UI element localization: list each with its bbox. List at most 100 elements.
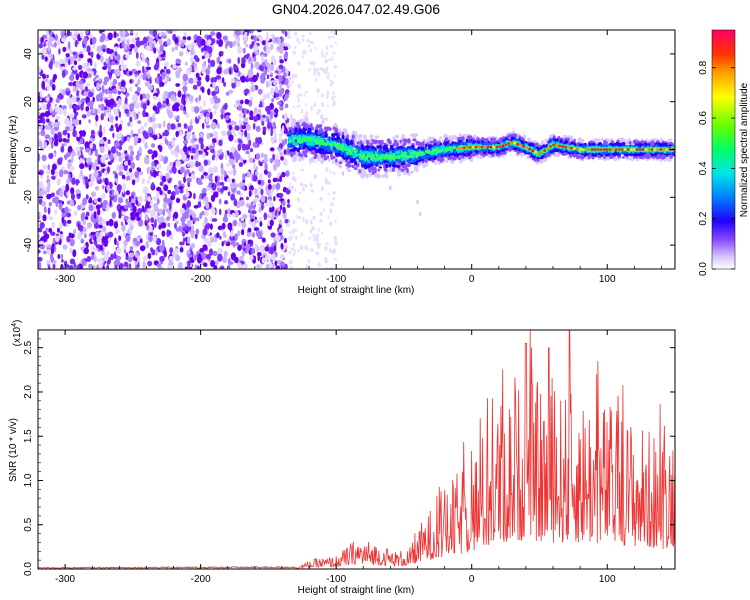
noise-speckle-1847	[253, 35, 257, 43]
noise-speckle-2416	[67, 132, 70, 139]
noise-speckle-2378	[128, 252, 134, 258]
noise-speckle-1868	[116, 126, 120, 133]
noise-speckle-2245	[185, 187, 188, 194]
noise-speckle-2511	[244, 129, 248, 138]
noise-speckle-2303	[51, 221, 55, 229]
noise-speckle-1354	[267, 171, 272, 179]
noise-speckle-1848	[235, 37, 239, 45]
signal-cell-283	[394, 134, 399, 139]
noise-speckle-2570	[139, 93, 143, 101]
noise-speckle-2560	[263, 70, 268, 76]
noise-speckle-2709	[321, 186, 324, 192]
noise-speckle-2812	[288, 235, 292, 242]
signal-cell-1163	[298, 157, 302, 162]
noise-speckle-2342	[186, 177, 192, 183]
noise-speckle-2159	[179, 207, 185, 214]
noise-speckle-2609	[312, 215, 316, 220]
noise-speckle-904	[69, 113, 74, 119]
signal-cell-799	[403, 171, 407, 176]
noise-speckle-1492	[130, 162, 136, 170]
noise-speckle-1764	[102, 199, 108, 206]
noise-speckle-1004	[90, 255, 95, 261]
noise-speckle-2072	[183, 32, 188, 37]
noise-speckle-2562	[211, 208, 216, 215]
noise-speckle-982	[50, 142, 54, 149]
noise-speckle-885	[94, 148, 98, 157]
noise-speckle-2454	[59, 169, 64, 178]
signal-cell-1226	[388, 169, 393, 173]
noise-speckle-402	[62, 138, 67, 143]
noise-speckle-2321	[261, 257, 266, 264]
noise-speckle-1312	[213, 238, 218, 243]
noise-speckle-774	[202, 200, 207, 205]
signal-cell-1244	[395, 170, 400, 173]
noise-speckle-1651	[211, 218, 218, 222]
noise-speckle-2234	[172, 137, 176, 142]
noise-speckle-1099	[286, 31, 290, 39]
noise-speckle-1939	[274, 210, 278, 217]
noise-speckle-1190	[268, 200, 274, 208]
noise-speckle-2439	[154, 219, 157, 228]
signal-cell-56	[374, 135, 379, 139]
noise-speckle-2225	[115, 139, 119, 147]
signal-cell-2151	[314, 152, 318, 157]
noise-speckle-1311	[60, 253, 64, 260]
noise-speckle-2433	[38, 257, 43, 262]
noise-speckle-2192	[245, 150, 250, 155]
noise-speckle-2088	[255, 166, 259, 170]
noise-speckle-2563	[45, 227, 48, 232]
noise-speckle-2005	[59, 222, 63, 230]
noise-speckle-1411	[43, 34, 48, 40]
noise-speckle-1204	[218, 39, 224, 47]
noise-speckle-2723	[324, 245, 328, 251]
noise-speckle-2333	[133, 114, 137, 121]
signal-cell-1262	[594, 138, 598, 143]
noise-speckle-2354	[159, 44, 164, 53]
noise-speckle-2429	[60, 145, 65, 153]
noise-speckle-882	[174, 45, 179, 51]
noise-speckle-2054	[127, 159, 131, 166]
signal-cell-896	[379, 174, 384, 178]
noise-speckle-1196	[245, 43, 248, 48]
noise-speckle-205	[242, 47, 246, 54]
noise-speckle-2285	[221, 222, 226, 230]
noise-speckle-1619	[52, 237, 56, 245]
noise-speckle-1008	[57, 107, 63, 115]
noise-speckle-1660	[111, 85, 116, 90]
noise-speckle-2293	[244, 144, 251, 151]
noise-speckle-2125	[49, 137, 53, 144]
noise-speckle-2260	[254, 49, 259, 56]
noise-speckle-2397	[106, 166, 110, 174]
noise-speckle-1282	[80, 212, 86, 220]
noise-speckle-587	[48, 216, 54, 221]
noise-speckle-2530	[190, 119, 193, 127]
noise-speckle-2082	[46, 174, 50, 181]
noise-speckle-1874	[163, 120, 166, 128]
noise-speckle-2106	[216, 67, 222, 75]
noise-speckle-2096	[83, 91, 89, 97]
noise-speckle-2396	[261, 120, 265, 126]
noise-speckle-2124	[118, 111, 122, 118]
noise-speckle-1413	[284, 79, 289, 86]
noise-speckle-745	[145, 66, 152, 71]
noise-speckle-999	[221, 77, 225, 84]
noise-speckle-798	[38, 111, 41, 117]
noise-speckle-2792	[324, 181, 328, 185]
noise-speckle-2619	[294, 235, 298, 240]
noise-speckle-68	[147, 252, 152, 260]
noise-speckle-1498	[45, 259, 51, 265]
noise-speckle-1623	[79, 31, 84, 39]
noise-speckle-922	[144, 81, 150, 87]
noise-speckle-2648	[310, 207, 313, 211]
noise-speckle-2179	[78, 80, 84, 84]
noise-speckle-2715	[295, 73, 298, 79]
noise-speckle-1182	[242, 159, 247, 164]
noise-speckle-1911	[199, 132, 205, 138]
noise-speckle-901	[131, 179, 136, 186]
noise-speckle-822	[54, 209, 58, 215]
noise-speckle-2472	[61, 70, 66, 78]
noise-speckle-2289	[194, 151, 199, 158]
noise-speckle-2746	[296, 197, 301, 203]
noise-speckle-1997	[258, 160, 261, 165]
noise-speckle-2065	[265, 263, 270, 269]
